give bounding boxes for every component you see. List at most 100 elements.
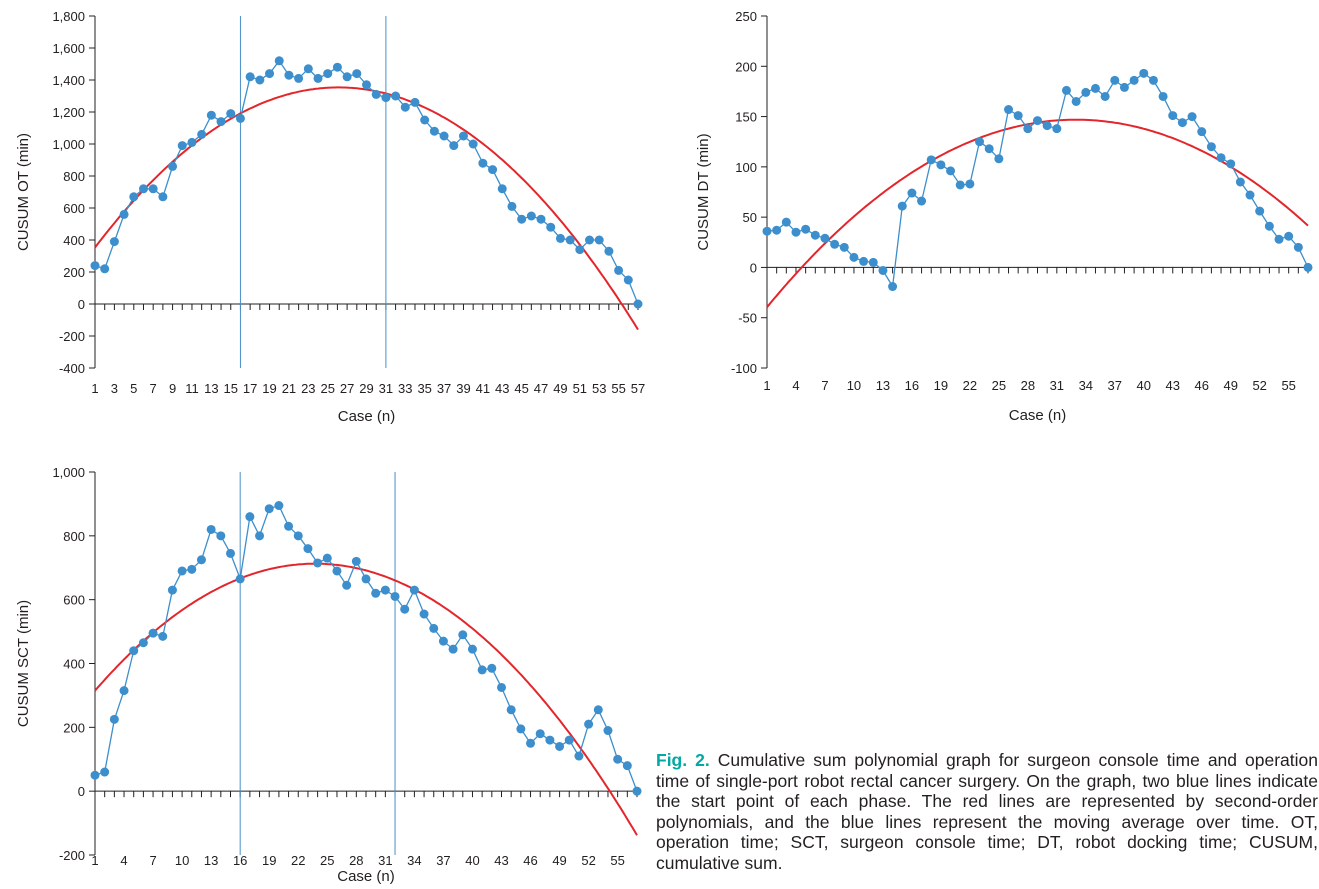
chart1-point <box>575 245 585 255</box>
chart3-point <box>226 548 235 558</box>
chart2-x-tick-label: 49 <box>1223 378 1237 393</box>
chart3-point <box>284 521 294 531</box>
chart3-point <box>351 556 361 566</box>
chart1-point <box>187 137 197 147</box>
chart3-point <box>380 585 390 595</box>
chart1-y-tick-label: 600 <box>63 201 85 216</box>
chart2-point <box>1177 118 1187 128</box>
chart3-point <box>342 580 352 590</box>
chart1-point <box>216 117 226 127</box>
chart1-point <box>362 80 371 90</box>
chart1-point <box>585 235 595 245</box>
chart2-point <box>936 160 946 170</box>
chart2-point <box>1071 96 1081 106</box>
chart3-point <box>148 628 158 638</box>
chart2-point <box>1013 111 1023 121</box>
chart2-point <box>820 233 830 243</box>
chart3-point <box>216 531 226 541</box>
chart2-point <box>955 180 965 190</box>
chart2-point <box>1042 121 1052 131</box>
chart1-x-tick-label: 27 <box>340 381 354 396</box>
chart1-point <box>265 69 275 79</box>
chart1-point <box>526 211 536 221</box>
chart2-point <box>810 230 820 240</box>
chart3-point <box>467 644 477 654</box>
chart2-point <box>1255 206 1265 216</box>
chart1-x-tick-label: 33 <box>398 381 412 396</box>
chart2-point <box>849 252 859 262</box>
chart1-fit-curve <box>94 86 639 331</box>
chart3-point <box>574 751 584 761</box>
chart3-point <box>177 566 187 576</box>
chart3-x-tick-label: 43 <box>494 853 508 868</box>
chart1-point <box>206 110 216 120</box>
chart2-y-tick-label: -50 <box>738 311 757 326</box>
chart3-point <box>419 609 429 619</box>
chart2-x-tick-label: 40 <box>1137 378 1151 393</box>
chart3-point <box>526 738 536 748</box>
chart2-point <box>1245 190 1255 200</box>
chart3-point <box>555 741 565 751</box>
chart1-x-tick-label: 23 <box>301 381 315 396</box>
chart3-point <box>564 735 574 745</box>
chart1-x-tick-label: 1 <box>91 381 98 396</box>
chart3-point <box>206 524 216 534</box>
chart2-x-tick-label: 46 <box>1194 378 1208 393</box>
chart2-point <box>965 179 975 189</box>
chart1-point <box>303 64 313 74</box>
chart3-point <box>487 663 497 673</box>
chart1-series-line <box>94 59 639 305</box>
chart2-point <box>984 144 994 154</box>
chart2-x-tick-label: 16 <box>905 378 919 393</box>
chart1-y-title: CUSUM OT (min) <box>15 133 32 251</box>
chart2-point <box>1293 242 1303 252</box>
chart1-point <box>323 69 333 79</box>
chart3-point <box>448 644 458 654</box>
chart1-x-tick-label: 41 <box>476 381 490 396</box>
chart2-y-tick-label: -100 <box>731 361 757 376</box>
chart1-point <box>342 72 352 82</box>
chart3-point <box>255 531 265 541</box>
chart2-point <box>830 239 840 249</box>
chart1-point <box>129 192 139 202</box>
chart3-point <box>371 588 381 598</box>
chart2-point <box>1158 91 1168 101</box>
chart3-x-title: Case (n) <box>337 868 395 885</box>
chart3-point <box>361 574 371 584</box>
chart3-point <box>497 682 506 692</box>
chart1-point <box>449 141 459 151</box>
chart1-point <box>439 131 449 141</box>
chart3-point <box>90 770 100 780</box>
chart3-point <box>593 705 603 715</box>
chart2-fit-curve <box>766 118 1309 308</box>
chart3-point <box>438 636 448 646</box>
chart1-point <box>458 131 468 141</box>
chart2-point <box>762 226 772 236</box>
chart1-point <box>313 73 323 83</box>
chart2-point <box>1264 221 1274 231</box>
chart3-y-tick-label: -200 <box>59 848 85 863</box>
chart1-x-tick-label: 3 <box>111 381 118 396</box>
chart3-point <box>409 585 419 595</box>
chart2-x-tick-label: 25 <box>992 378 1006 393</box>
chart3-x-tick-label: 31 <box>378 853 392 868</box>
chart1-y-tick-label: 1,200 <box>52 105 85 120</box>
chart3-x-tick-label: 34 <box>407 853 421 868</box>
chart3-x-tick-label: 46 <box>523 853 537 868</box>
chart3-x-tick-label: 28 <box>349 853 363 868</box>
chart2-x-tick-label: 10 <box>847 378 861 393</box>
chart3-point <box>332 566 342 576</box>
chart1-point <box>100 264 110 274</box>
chart1-x-tick-label: 39 <box>456 381 470 396</box>
chart1-point <box>410 97 420 107</box>
chart1-y-tick-label: 1,800 <box>52 9 85 24</box>
chart2-point <box>926 155 936 165</box>
chart3-point <box>119 686 129 696</box>
chart3-y-tick-label: 400 <box>63 657 85 672</box>
chart2-point <box>888 282 898 292</box>
chart1-point <box>536 214 546 224</box>
chart1-y-tick-label: 0 <box>78 297 85 312</box>
chart2-point <box>1100 91 1110 101</box>
chart2-point <box>1303 262 1313 272</box>
chart3-point <box>516 724 526 734</box>
